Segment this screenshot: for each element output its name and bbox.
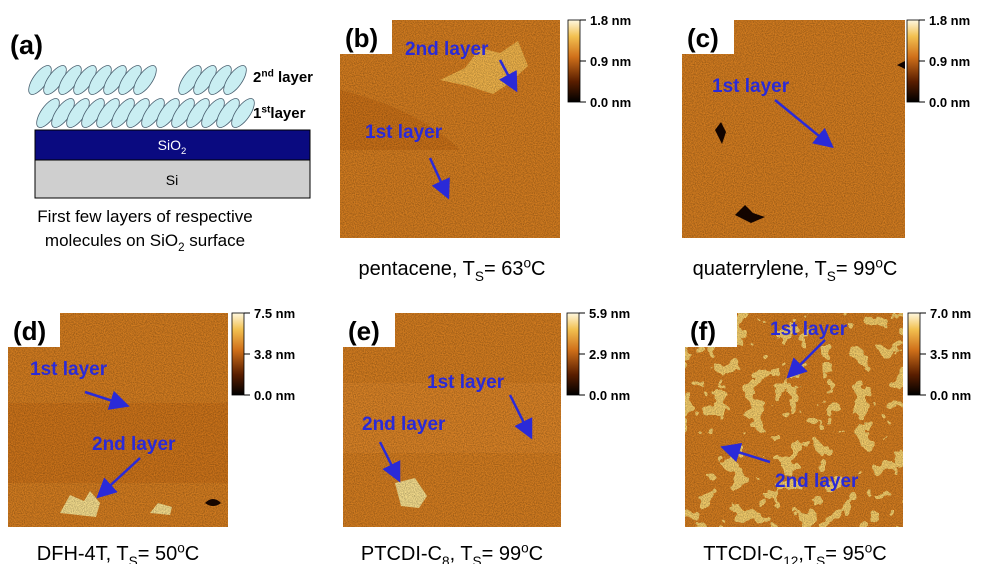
text-part: = 50 [138,543,177,564]
text-part: 2 [181,146,186,157]
annotation: 1st layer [365,122,443,143]
text-part: layer [274,69,313,86]
text-part: ,T [798,543,816,564]
colorbar-label: 0.0 nm [929,95,970,110]
text-part: C [531,258,545,280]
caption: pentacene, TS= 63oC [359,255,546,284]
annotation: 2nd layer [405,39,489,60]
text-part: molecules on SiO [45,231,178,250]
text-part: C [872,543,886,564]
text-part: DFH-4T, T [37,543,129,564]
colorbar-label: 1.8 nm [590,13,631,28]
colorbar-label: 0.9 nm [929,54,970,69]
panel-label: (e) [348,316,380,346]
text-part: S [129,554,138,564]
caption: PTCDI-C8, TS= 99oC [361,540,543,564]
text-part: o [521,540,529,555]
colorbar-label: 0.0 nm [589,388,630,403]
colorbar [232,313,244,395]
text-part: S [827,269,836,284]
text-part: layer [270,105,305,122]
annotation: 1st layer [427,372,505,393]
colorbar-label: 3.8 nm [254,347,295,362]
text-part: 2 [253,69,261,86]
text-part: First few layers of respective [37,207,252,226]
text-part: quaterrylene, T [693,258,827,280]
caption: First few layers of respective [37,207,252,226]
colorbar-label: 7.5 nm [254,306,295,321]
text-part: = 99 [482,543,521,564]
text-part: surface [185,231,245,250]
text-part: S [473,554,482,564]
text-part: 1 [253,105,261,122]
colorbar-label: 0.0 nm [930,388,971,403]
colorbar-label: 5.9 nm [589,306,630,321]
text-part: = 95 [825,543,864,564]
annotation: 2nd layer [362,414,446,435]
colorbar-label: 2.9 nm [589,347,630,362]
colorbar-label: 3.5 nm [930,347,971,362]
colorbar-label: 0.0 nm [590,95,631,110]
colorbar [908,313,920,395]
text-part: SiO [158,137,181,153]
text-part: S [475,269,484,284]
panel-label: (c) [687,23,719,53]
text-part: o [865,540,873,555]
annotation: 1st layer [712,76,790,97]
layer-label: 2nd layer [253,68,313,86]
text-part: pentacene, T [359,258,475,280]
layer-label: 1stlayer [253,104,306,122]
caption: TTCDI-C12,TS= 95oC [703,540,886,564]
base-label: Si [166,172,178,188]
text-part: = 63 [484,258,523,280]
text-part: C [883,258,897,280]
annotation: 1st layer [30,359,108,380]
colorbar [567,313,579,395]
text-part: C [185,543,199,564]
caption: DFH-4T, TS= 50oC [37,540,199,564]
panel-label: (f) [690,316,716,346]
text-part: = 99 [836,258,875,280]
annotation: 2nd layer [92,434,176,455]
text-part: 8 [442,554,450,564]
colorbar-label: 0.9 nm [590,54,631,69]
text-part: PTCDI-C [361,543,442,564]
text-part: o [177,540,185,555]
text-part: o [875,255,883,270]
text-part: o [523,255,531,270]
colorbar-label: 0.0 nm [254,388,295,403]
text-part: TTCDI-C [703,543,783,564]
caption: molecules on SiO2 surface [45,231,245,254]
text-part: S [816,554,825,564]
panel-label: (d) [13,316,46,346]
text-part: 12 [783,554,798,564]
annotation: 1st layer [770,319,848,340]
caption: quaterrylene, TS= 99oC [693,255,898,284]
annotation: 2nd layer [775,471,859,492]
panel-label: (b) [345,23,378,53]
panel-label: (a) [10,30,43,60]
text-part: , T [450,543,473,564]
colorbar-label: 7.0 nm [930,306,971,321]
colorbar-label: 1.8 nm [929,13,970,28]
colorbar [907,20,919,102]
text-part: nd [261,68,273,79]
figure: (a)2nd layer1stlayerSiO2SiFirst few laye… [0,0,987,564]
text-part: C [529,543,543,564]
colorbar [568,20,580,102]
